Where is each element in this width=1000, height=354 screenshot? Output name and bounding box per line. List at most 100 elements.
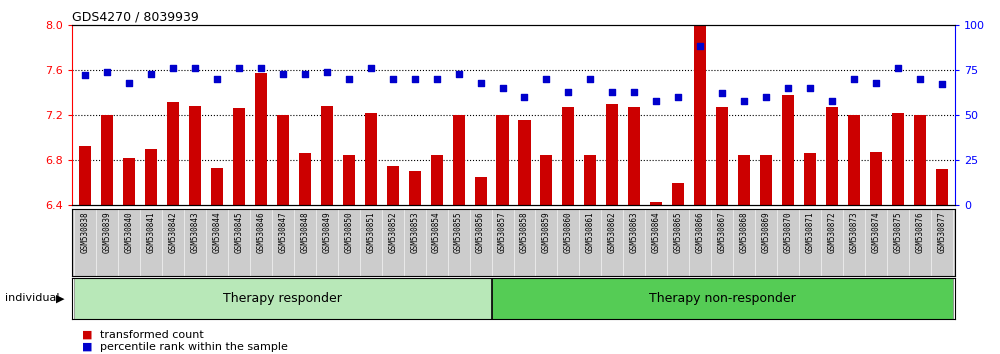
Text: GSM530841: GSM530841 <box>147 211 156 252</box>
Point <box>209 76 225 82</box>
Bar <box>738 155 750 205</box>
Text: GSM530872: GSM530872 <box>827 211 836 252</box>
Bar <box>277 115 289 205</box>
Point <box>780 85 796 91</box>
Point <box>319 69 335 75</box>
Bar <box>189 106 201 205</box>
Text: percentile rank within the sample: percentile rank within the sample <box>100 342 288 352</box>
Point <box>824 98 840 103</box>
Point <box>297 71 313 76</box>
Text: GSM530838: GSM530838 <box>81 211 90 252</box>
Point <box>868 80 884 85</box>
Text: ▶: ▶ <box>56 293 64 303</box>
Point <box>99 69 115 75</box>
Bar <box>365 113 377 205</box>
Point <box>165 65 181 71</box>
Point <box>341 76 357 82</box>
Text: GSM530849: GSM530849 <box>322 211 331 252</box>
Bar <box>606 104 618 205</box>
Point <box>429 76 445 82</box>
Text: ■: ■ <box>82 330 92 339</box>
Bar <box>848 115 860 205</box>
Bar <box>540 155 552 205</box>
Text: GSM530867: GSM530867 <box>718 211 727 252</box>
Text: GSM530854: GSM530854 <box>432 211 441 252</box>
Point <box>77 73 93 78</box>
Text: GSM530850: GSM530850 <box>344 211 353 252</box>
Text: GSM530864: GSM530864 <box>652 211 661 252</box>
Point <box>187 65 203 71</box>
Point <box>560 89 576 95</box>
Bar <box>255 73 267 205</box>
Text: transformed count: transformed count <box>100 330 204 339</box>
Text: GSM530868: GSM530868 <box>740 211 749 252</box>
Text: GSM530857: GSM530857 <box>498 211 507 252</box>
Bar <box>584 155 596 205</box>
Point <box>714 91 730 96</box>
Text: GSM530874: GSM530874 <box>871 211 880 252</box>
Text: GSM530875: GSM530875 <box>893 211 902 252</box>
Bar <box>233 108 245 205</box>
Point <box>538 76 554 82</box>
Text: GSM530844: GSM530844 <box>212 211 221 252</box>
Text: GSM530876: GSM530876 <box>915 211 924 252</box>
Point <box>407 76 423 82</box>
Bar <box>167 102 179 205</box>
Text: GSM530843: GSM530843 <box>191 211 200 252</box>
Text: GSM530873: GSM530873 <box>849 211 858 252</box>
Text: GSM530862: GSM530862 <box>608 211 617 252</box>
Text: GSM530840: GSM530840 <box>125 211 134 252</box>
Bar <box>79 145 91 205</box>
Text: GSM530853: GSM530853 <box>410 211 419 252</box>
Point <box>143 71 159 76</box>
Point <box>802 85 818 91</box>
Bar <box>760 155 772 205</box>
Text: GSM530851: GSM530851 <box>366 211 375 252</box>
Point <box>736 98 752 103</box>
Point <box>582 76 598 82</box>
Text: Therapy responder: Therapy responder <box>223 292 342 305</box>
Text: GSM530858: GSM530858 <box>520 211 529 252</box>
Text: GSM530839: GSM530839 <box>103 211 112 252</box>
Bar <box>650 202 662 205</box>
Point <box>692 44 708 49</box>
Point <box>231 65 247 71</box>
Text: GSM530847: GSM530847 <box>278 211 287 252</box>
Text: GSM530855: GSM530855 <box>454 211 463 252</box>
Point <box>275 71 291 76</box>
Bar <box>431 155 443 205</box>
Bar <box>496 115 509 205</box>
Bar <box>672 183 684 205</box>
Bar <box>914 115 926 205</box>
Bar <box>387 166 399 205</box>
Text: ■: ■ <box>82 342 92 352</box>
Point <box>385 76 401 82</box>
Text: GSM530869: GSM530869 <box>762 211 771 252</box>
Text: individual: individual <box>5 293 60 303</box>
Bar <box>892 113 904 205</box>
Point <box>934 81 950 87</box>
Point <box>912 76 928 82</box>
Bar <box>74 278 492 319</box>
Text: GSM530845: GSM530845 <box>234 211 243 252</box>
Text: GSM530852: GSM530852 <box>388 211 397 252</box>
Point <box>626 89 642 95</box>
Text: GDS4270 / 8039939: GDS4270 / 8039939 <box>72 11 199 24</box>
Bar <box>628 107 640 205</box>
Bar <box>562 107 574 205</box>
Text: Therapy non-responder: Therapy non-responder <box>649 292 796 305</box>
Text: GSM530863: GSM530863 <box>630 211 639 252</box>
Point <box>846 76 862 82</box>
Point <box>890 65 906 71</box>
Point <box>604 89 620 95</box>
Bar <box>453 115 465 205</box>
Bar <box>123 158 135 205</box>
Point <box>253 65 269 71</box>
Bar <box>101 115 113 205</box>
Bar <box>299 153 311 205</box>
Text: GSM530860: GSM530860 <box>564 211 573 252</box>
Text: GSM530861: GSM530861 <box>586 211 595 252</box>
Bar <box>694 25 706 205</box>
Point <box>670 94 686 100</box>
Text: GSM530865: GSM530865 <box>674 211 683 252</box>
